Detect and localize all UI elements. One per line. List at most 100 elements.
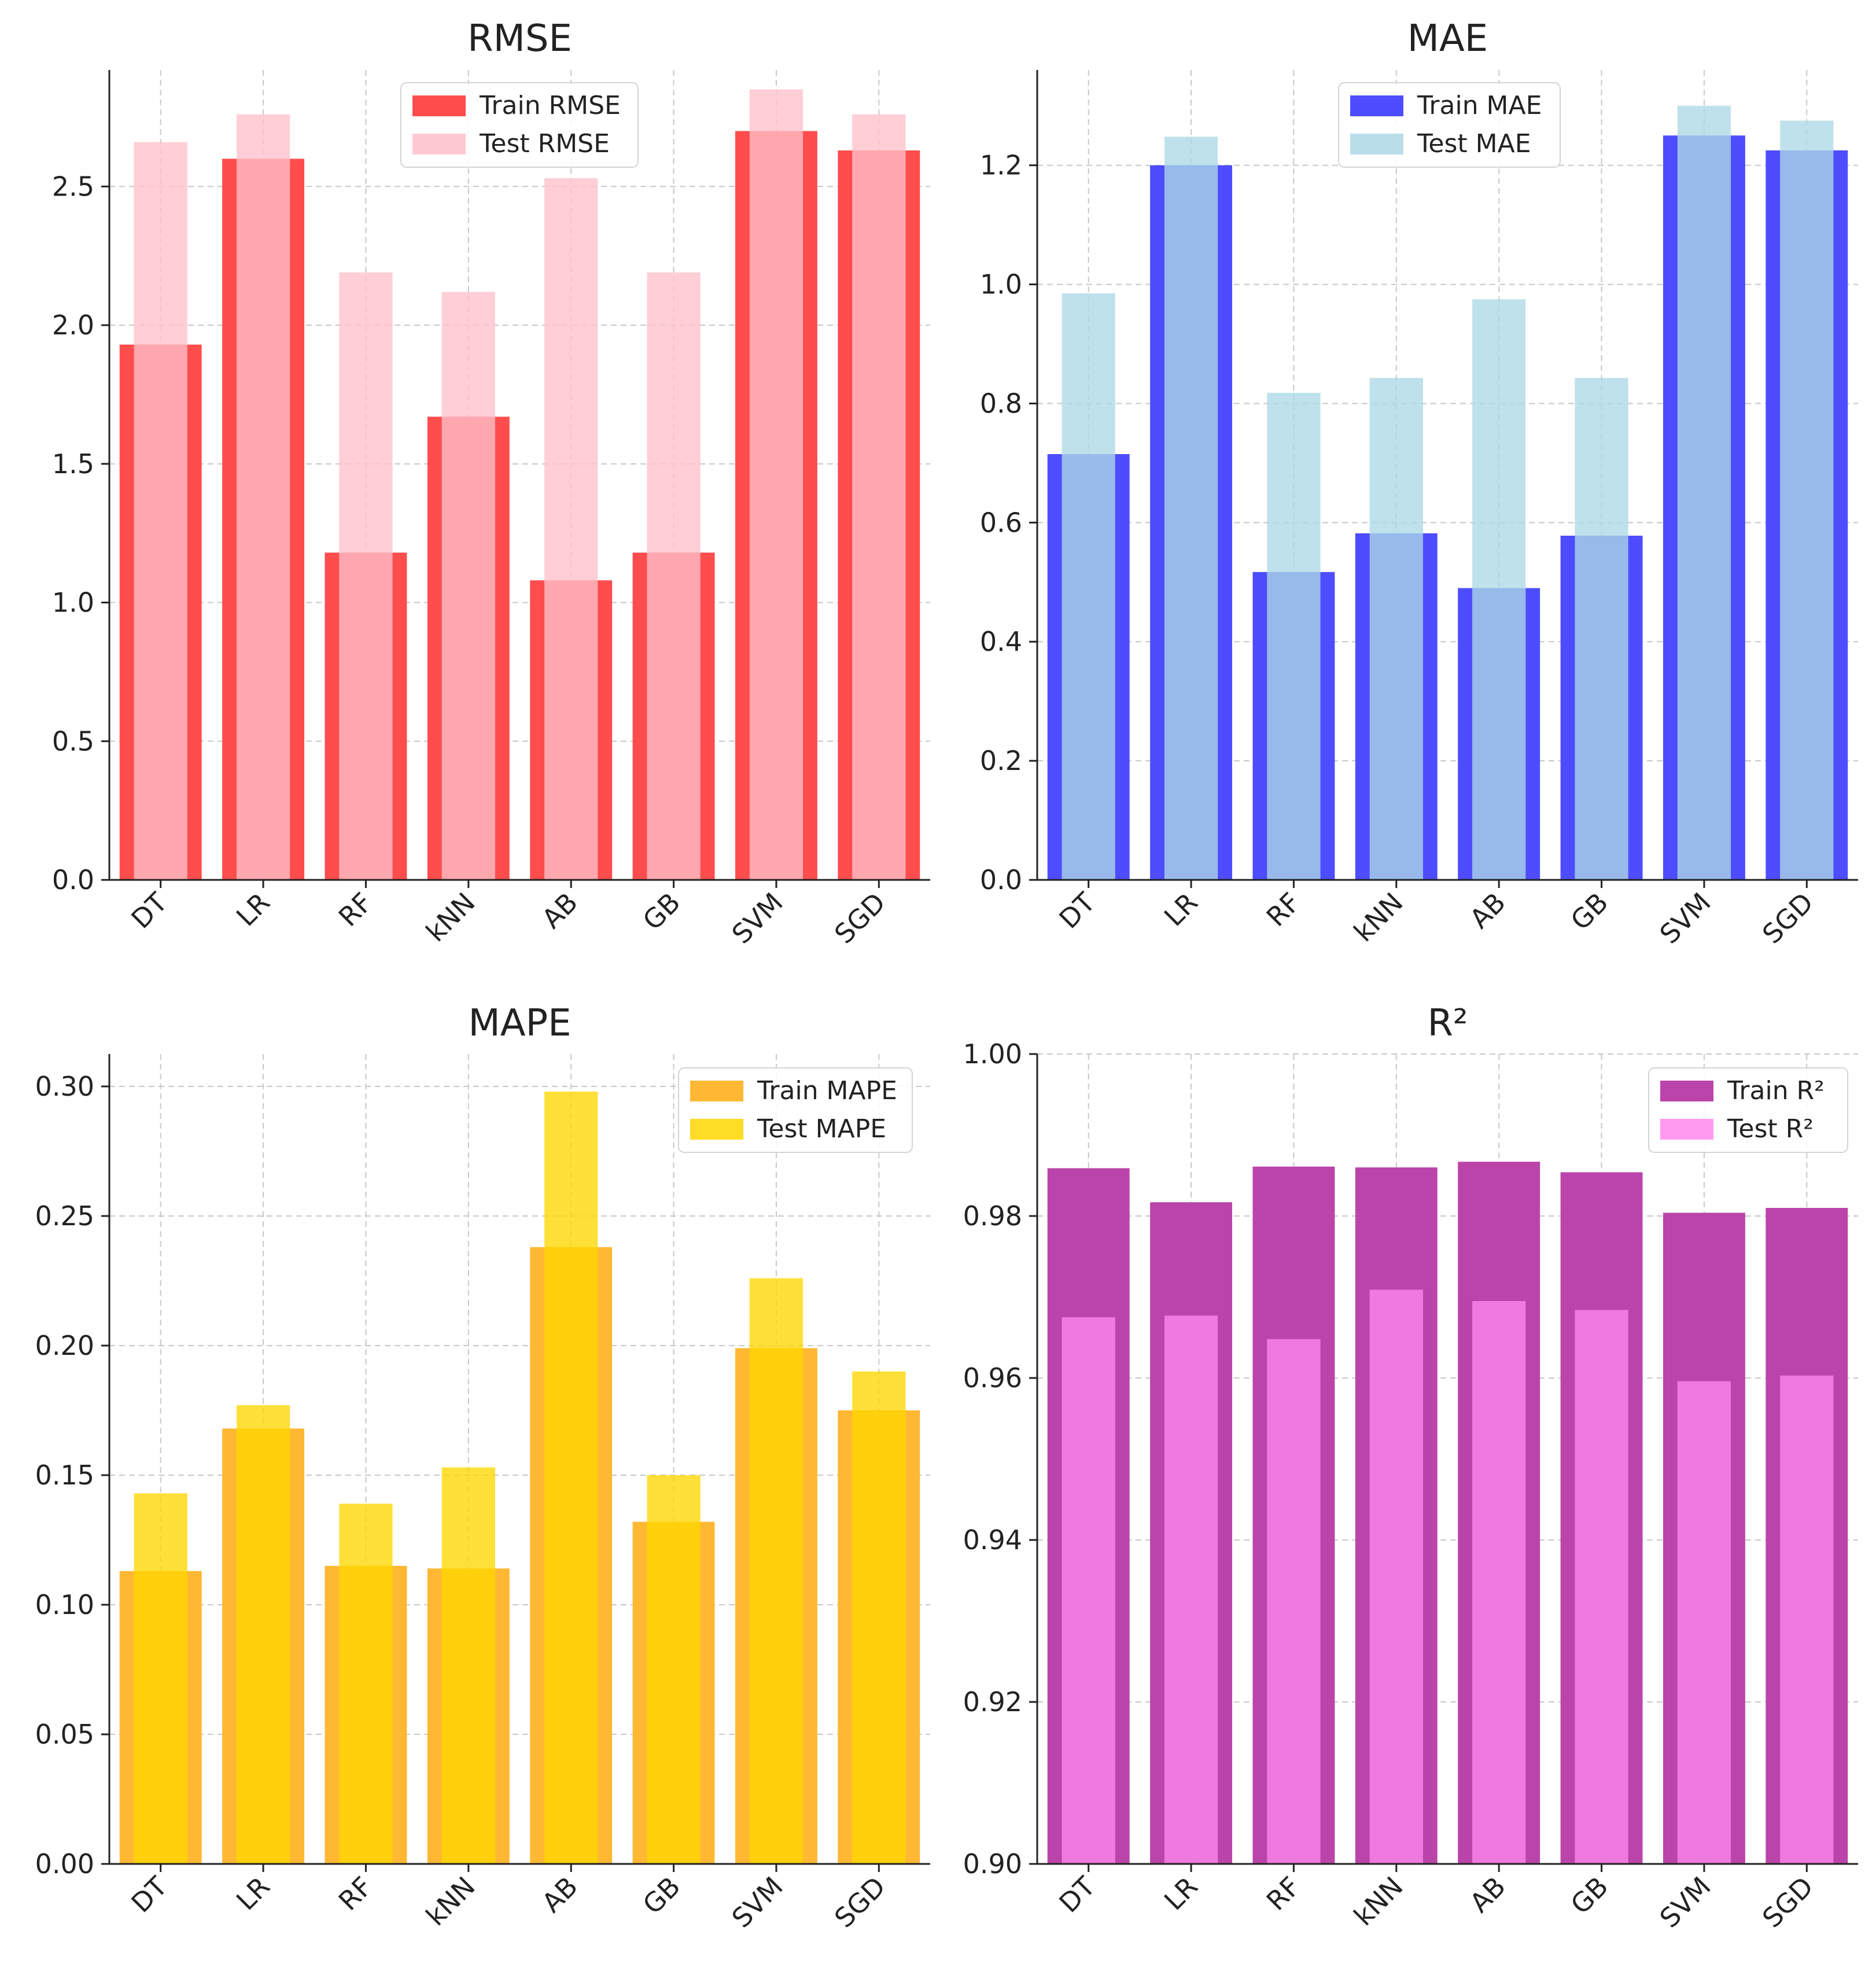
legend-label: Train MAE bbox=[1417, 91, 1542, 120]
x-tick-label: AB bbox=[1464, 1871, 1512, 1919]
chart-title: MAPE bbox=[468, 1002, 571, 1045]
legend-label: Test MAE bbox=[1417, 129, 1531, 159]
legend-label: Test MAPE bbox=[757, 1114, 886, 1144]
x-tick-label: RF bbox=[333, 1871, 378, 1917]
x-tick-label: LR bbox=[230, 887, 276, 933]
bar-test-DT bbox=[1062, 293, 1115, 880]
legend: Train MAE Test MAE bbox=[1338, 82, 1561, 168]
x-tick-label: kNN bbox=[420, 1871, 481, 1932]
x-tick-label: RF bbox=[333, 887, 378, 933]
bar-test-GB bbox=[647, 1475, 701, 1864]
y-tick-label: 1.0 bbox=[980, 269, 1022, 300]
x-tick-label: SGD bbox=[1756, 1871, 1819, 1934]
legend-swatch bbox=[690, 1081, 743, 1101]
bar-test-DT bbox=[1062, 1317, 1115, 1864]
y-tick-label: 1.0 bbox=[52, 587, 94, 618]
legend: Train MAPE Test MAPE bbox=[678, 1067, 913, 1153]
bar-test-LR bbox=[236, 114, 290, 880]
x-tick-label: kNN bbox=[1348, 887, 1409, 948]
legend-label: Train RMSE bbox=[479, 91, 621, 120]
bar-test-kNN bbox=[441, 1467, 495, 1864]
x-tick-label: DT bbox=[125, 886, 174, 935]
legend-swatch bbox=[690, 1119, 743, 1140]
chart-title: RMSE bbox=[467, 17, 572, 60]
x-tick-label: AB bbox=[536, 1871, 584, 1919]
x-tick-label: kNN bbox=[420, 887, 481, 948]
x-tick-label: LR bbox=[230, 1871, 276, 1917]
y-tick-label: 0.05 bbox=[35, 1719, 94, 1750]
y-tick-label: 0.20 bbox=[35, 1330, 94, 1361]
x-tick-label: SGD bbox=[1756, 887, 1819, 950]
bar-test-AB bbox=[1472, 1301, 1526, 1864]
legend-label: Train MAPE bbox=[757, 1076, 897, 1106]
x-tick-label: SVM bbox=[726, 887, 789, 950]
y-tick-label: 0.6 bbox=[980, 507, 1022, 538]
legend: Train RMSE Test RMSE bbox=[400, 82, 639, 168]
legend-label: Test RMSE bbox=[479, 129, 610, 159]
bar-test-kNN bbox=[1369, 378, 1423, 880]
y-tick-label: 2.5 bbox=[52, 171, 94, 202]
x-tick-label: AB bbox=[536, 887, 584, 935]
bar-test-LR bbox=[236, 1405, 290, 1864]
y-tick-label: 0.10 bbox=[35, 1589, 94, 1620]
chart-panel-3: R² 0.90 0.92 0.94 0.96 0.98 1.00 DT LR RF kNN AB GB S… bbox=[963, 1002, 1858, 1934]
legend-swatch bbox=[1350, 134, 1403, 154]
x-tick-label: DT bbox=[125, 1870, 174, 1919]
bar-test-LR bbox=[1164, 137, 1218, 880]
bar-test-SGD bbox=[852, 114, 906, 880]
x-tick-label: kNN bbox=[1348, 1871, 1409, 1932]
bar-test-GB bbox=[1575, 1310, 1628, 1864]
bar-test-SGD bbox=[1780, 120, 1834, 880]
x-tick-label: SVM bbox=[1654, 1871, 1717, 1934]
x-tick-label: DT bbox=[1053, 1870, 1101, 1919]
y-tick-label: 0.94 bbox=[963, 1524, 1022, 1556]
y-tick-label: 0.90 bbox=[963, 1848, 1022, 1880]
y-tick-label: 0.30 bbox=[35, 1071, 94, 1102]
y-tick-label: 0.25 bbox=[35, 1200, 94, 1232]
y-tick-label: 0.96 bbox=[963, 1362, 1022, 1394]
bar-test-AB bbox=[544, 1091, 598, 1864]
chart-panel-2: MAPE 0.00 0.05 0.10 0.15 0.20 0.25 0.30 DT LR RF kN… bbox=[35, 1002, 930, 1934]
y-tick-label: 0.5 bbox=[52, 725, 94, 757]
y-tick-label: 0.2 bbox=[980, 745, 1022, 776]
legend-label: Test R² bbox=[1727, 1114, 1814, 1144]
bar-test-GB bbox=[1575, 378, 1628, 880]
y-tick-label: 1.2 bbox=[980, 150, 1022, 181]
chart-title: MAE bbox=[1407, 17, 1488, 60]
y-tick-label: 0.4 bbox=[980, 626, 1022, 657]
x-tick-label: RF bbox=[1261, 887, 1306, 933]
bar-test-SVM bbox=[1677, 105, 1731, 880]
legend-swatch bbox=[1350, 95, 1403, 116]
legend-swatch bbox=[1660, 1081, 1713, 1101]
y-tick-label: 1.5 bbox=[52, 448, 94, 480]
bar-test-SVM bbox=[1677, 1381, 1731, 1864]
bar-test-kNN bbox=[1369, 1289, 1423, 1864]
legend-swatch bbox=[412, 95, 466, 116]
bar-test-LR bbox=[1164, 1316, 1218, 1864]
legend-label: Train R² bbox=[1727, 1076, 1825, 1106]
bar-test-DT bbox=[134, 1493, 187, 1864]
bar-test-SGD bbox=[852, 1371, 906, 1864]
chart-title: R² bbox=[1427, 1002, 1468, 1045]
x-tick-label: SVM bbox=[726, 1871, 789, 1934]
x-tick-label: LR bbox=[1158, 887, 1204, 933]
x-tick-label: RF bbox=[1261, 1871, 1306, 1917]
x-tick-label: GB bbox=[637, 1871, 687, 1921]
x-tick-label: DT bbox=[1053, 886, 1101, 935]
x-tick-label: GB bbox=[1565, 1871, 1615, 1921]
bar-test-RF bbox=[1267, 1339, 1321, 1864]
y-tick-label: 0.15 bbox=[35, 1460, 94, 1491]
x-tick-label: SGD bbox=[828, 1871, 891, 1934]
legend-swatch bbox=[1660, 1119, 1713, 1140]
bar-test-SGD bbox=[1780, 1375, 1834, 1864]
x-tick-label: GB bbox=[1565, 887, 1615, 937]
y-tick-label: 2.0 bbox=[52, 309, 94, 341]
y-tick-label: 0.00 bbox=[35, 1848, 94, 1880]
legend: Train R² Test R² bbox=[1648, 1067, 1848, 1153]
bar-test-RF bbox=[1267, 392, 1321, 880]
chart-panel-0: RMSE 0.0 0.5 1.0 1.5 2.0 2.5 DT LR RF kNN AB GB SVM SG… bbox=[52, 17, 930, 950]
bar-test-DT bbox=[134, 142, 187, 880]
bar-test-RF bbox=[339, 272, 393, 880]
bar-test-kNN bbox=[441, 292, 495, 880]
